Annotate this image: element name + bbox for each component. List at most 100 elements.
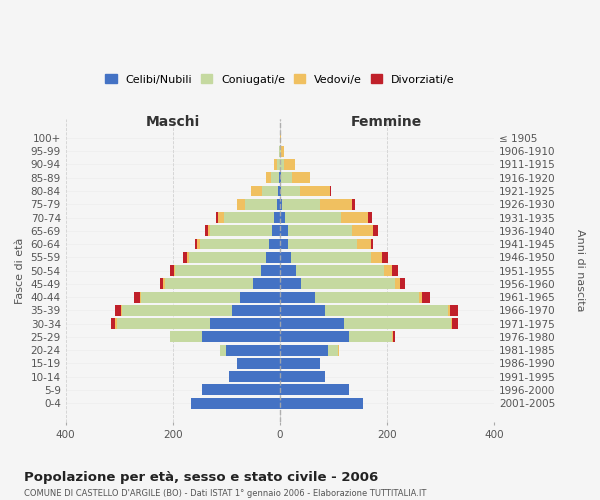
Bar [281, 146, 284, 156]
Bar [115, 318, 116, 329]
Bar [284, 159, 295, 170]
Bar [373, 226, 378, 236]
Bar [277, 199, 280, 209]
Bar [280, 371, 325, 382]
Bar [344, 318, 451, 329]
Bar [262, 186, 278, 196]
Bar [371, 238, 373, 250]
Bar [382, 252, 388, 262]
Bar [280, 159, 284, 170]
Bar [278, 186, 280, 196]
Bar [296, 265, 384, 276]
Bar [202, 384, 280, 396]
Bar [189, 252, 266, 262]
Bar [280, 292, 314, 302]
Bar [352, 199, 355, 209]
Legend: Celibi/Nubili, Coniugati/e, Vedovi/e, Divorziati/e: Celibi/Nubili, Coniugati/e, Vedovi/e, Di… [101, 70, 458, 89]
Bar [197, 238, 200, 250]
Bar [261, 265, 280, 276]
Bar [280, 305, 325, 316]
Y-axis label: Fasce di età: Fasce di età [15, 238, 25, 304]
Bar [283, 199, 320, 209]
Bar [451, 318, 452, 329]
Bar [237, 199, 245, 209]
Bar [280, 398, 363, 408]
Bar [220, 344, 226, 356]
Bar [245, 199, 277, 209]
Bar [251, 186, 262, 196]
Bar [292, 172, 310, 183]
Bar [134, 292, 140, 302]
Bar [274, 159, 277, 170]
Bar [280, 358, 320, 369]
Bar [384, 265, 392, 276]
Bar [419, 292, 422, 302]
Bar [269, 238, 280, 250]
Bar [253, 278, 280, 289]
Bar [280, 172, 281, 183]
Bar [280, 146, 281, 156]
Bar [205, 226, 208, 236]
Bar [280, 344, 328, 356]
Bar [183, 252, 187, 262]
Bar [191, 398, 280, 408]
Bar [229, 371, 280, 382]
Bar [325, 305, 448, 316]
Bar [279, 172, 280, 183]
Bar [328, 344, 338, 356]
Bar [280, 265, 296, 276]
Bar [163, 278, 165, 289]
Bar [301, 278, 395, 289]
Bar [160, 278, 163, 289]
Bar [195, 238, 197, 250]
Bar [210, 318, 280, 329]
Bar [266, 252, 280, 262]
Bar [208, 226, 210, 236]
Bar [400, 278, 404, 289]
Bar [448, 305, 450, 316]
Bar [239, 292, 280, 302]
Bar [280, 238, 288, 250]
Bar [280, 226, 288, 236]
Bar [232, 305, 280, 316]
Bar [274, 212, 280, 223]
Bar [371, 252, 382, 262]
Bar [280, 332, 349, 342]
Bar [280, 186, 281, 196]
Bar [200, 238, 269, 250]
Bar [280, 252, 290, 262]
Bar [280, 384, 349, 396]
Bar [170, 265, 174, 276]
Text: Maschi: Maschi [146, 114, 200, 128]
Bar [187, 252, 189, 262]
Bar [349, 332, 392, 342]
Bar [174, 265, 175, 276]
Bar [452, 318, 458, 329]
Bar [121, 305, 122, 316]
Bar [280, 278, 301, 289]
Bar [175, 265, 261, 276]
Bar [280, 199, 283, 209]
Bar [352, 226, 373, 236]
Bar [358, 238, 371, 250]
Y-axis label: Anni di nascita: Anni di nascita [575, 230, 585, 312]
Bar [210, 226, 272, 236]
Bar [395, 278, 400, 289]
Bar [288, 226, 352, 236]
Bar [237, 358, 280, 369]
Bar [115, 305, 121, 316]
Bar [281, 172, 292, 183]
Bar [280, 212, 285, 223]
Bar [320, 199, 352, 209]
Bar [450, 305, 458, 316]
Bar [111, 318, 115, 329]
Bar [280, 318, 344, 329]
Bar [277, 159, 280, 170]
Bar [116, 318, 210, 329]
Bar [165, 278, 253, 289]
Bar [226, 344, 280, 356]
Text: Popolazione per età, sesso e stato civile - 2006: Popolazione per età, sesso e stato civil… [24, 471, 378, 484]
Bar [341, 212, 368, 223]
Bar [290, 252, 371, 262]
Bar [218, 212, 224, 223]
